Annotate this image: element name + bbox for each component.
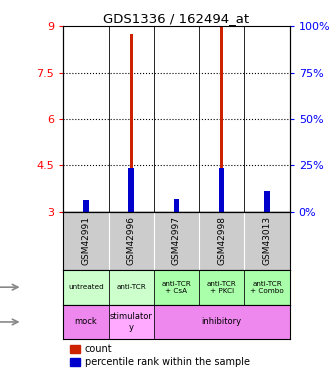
Text: GSM42998: GSM42998 <box>217 216 226 265</box>
Text: anti-TCR
+ PKCi: anti-TCR + PKCi <box>207 280 237 294</box>
Bar <box>154 270 199 304</box>
Bar <box>220 26 223 212</box>
Text: mock: mock <box>75 318 97 327</box>
Text: anti-TCR
+ Combo: anti-TCR + Combo <box>250 280 284 294</box>
Bar <box>63 304 109 339</box>
Bar <box>199 270 244 304</box>
Bar <box>83 200 89 212</box>
Bar <box>244 270 290 304</box>
Text: percentile rank within the sample: percentile rank within the sample <box>85 357 250 367</box>
Bar <box>264 191 270 212</box>
Text: anti-TCR
+ CsA: anti-TCR + CsA <box>162 280 191 294</box>
Bar <box>175 205 178 212</box>
Text: GSM42996: GSM42996 <box>127 216 136 265</box>
Bar <box>154 304 290 339</box>
Bar <box>109 304 154 339</box>
Text: untreated: untreated <box>68 284 104 290</box>
Bar <box>63 270 109 304</box>
Text: GSM43013: GSM43013 <box>262 216 272 266</box>
Bar <box>174 199 179 212</box>
Text: inhibitory: inhibitory <box>202 318 242 327</box>
Title: GDS1336 / 162494_at: GDS1336 / 162494_at <box>104 12 249 25</box>
Bar <box>84 208 88 212</box>
Bar <box>109 270 154 304</box>
Text: GSM42997: GSM42997 <box>172 216 181 265</box>
Bar <box>265 198 269 212</box>
Text: stimulator
y: stimulator y <box>110 312 153 332</box>
Bar <box>219 168 224 212</box>
Bar <box>70 358 80 366</box>
Text: count: count <box>85 344 113 354</box>
Bar <box>130 34 133 212</box>
Bar <box>70 345 80 353</box>
Bar <box>129 168 134 212</box>
Text: GSM42991: GSM42991 <box>81 216 91 265</box>
Text: anti-TCR: anti-TCR <box>116 284 146 290</box>
